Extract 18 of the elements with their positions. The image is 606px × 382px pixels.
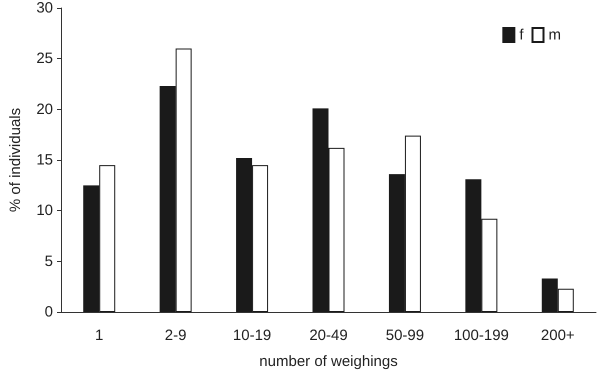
legend-label: m <box>548 26 562 44</box>
y-tick-label: 30 <box>36 0 53 16</box>
y-tick-label: 15 <box>36 152 53 168</box>
y-tick-label: 5 <box>44 252 53 270</box>
x-tick-label: 50-99 <box>386 327 424 344</box>
legend-label: f <box>519 26 524 44</box>
x-tick-label: 2-9 <box>164 327 186 344</box>
x-tick-label: 10-19 <box>232 327 272 344</box>
y-tick-label: 0 <box>44 304 53 320</box>
y-tick-label: 10 <box>36 202 53 220</box>
x-tick-label: 100-199 <box>454 327 509 344</box>
x-axis-title: number of weighings <box>259 353 398 370</box>
x-tick-label: 200+ <box>540 327 575 344</box>
y-tick-label: 20 <box>36 100 53 118</box>
y-axis-title: % of individuals <box>7 108 24 212</box>
x-tick-label: 1 <box>95 327 104 344</box>
y-tick-label: 25 <box>36 50 53 68</box>
x-tick-label: 20-49 <box>309 327 348 344</box>
